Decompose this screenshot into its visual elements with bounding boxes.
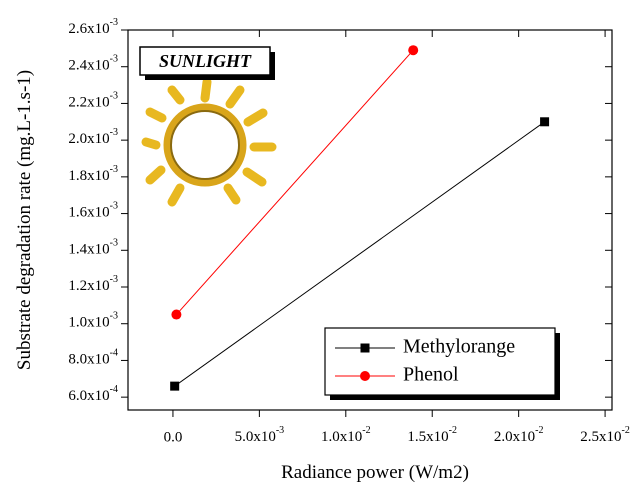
- y-tick-label: 1.8x10-3: [68, 164, 118, 184]
- marker: [408, 45, 419, 56]
- marker: [170, 381, 180, 391]
- y-tick-label: 1.4x10-3: [68, 238, 118, 258]
- marker: [540, 117, 550, 127]
- y-tick-label: 1.0x10-3: [68, 311, 118, 331]
- plot-frame: [127, 29, 613, 411]
- y-tick-label: 1.2x10-3: [68, 274, 118, 294]
- x-tick-label: 0.0: [164, 429, 183, 445]
- x-tick-label: 2.5x10-2: [580, 425, 630, 445]
- legend-label: Phenol: [403, 364, 459, 386]
- sun-icon: [141, 77, 277, 207]
- x-axis-label: Radiance power (W/m2): [281, 462, 469, 483]
- y-tick-label: 2.4x10-3: [68, 54, 118, 74]
- y-axis-label: Substrate degradation rate (mg.L-1.s-1): [14, 70, 35, 370]
- legend-marker: [360, 343, 370, 353]
- y-tick-label: 1.6x10-3: [68, 201, 118, 221]
- x-tick-label: 2.0x10-2: [494, 425, 544, 445]
- annotation: SUNLIGHT: [159, 51, 252, 71]
- legend-label: Methylorange: [403, 336, 515, 358]
- series-line: [176, 49, 414, 315]
- x-tick-label: 5.0x10-3: [235, 425, 285, 445]
- x-tick-label: 1.0x10-2: [321, 425, 371, 445]
- annotation-box: [139, 46, 271, 76]
- y-tick-label: 2.6x10-3: [68, 17, 118, 37]
- y-tick-label: 6.0x10-4: [68, 384, 118, 404]
- legend-marker: [360, 371, 370, 381]
- y-tick-label: 2.2x10-3: [68, 91, 118, 111]
- x-tick-label: 1.5x10-2: [407, 425, 457, 445]
- legend-box: [324, 327, 556, 396]
- y-tick-label: 2.0x10-3: [68, 127, 118, 147]
- y-tick-label: 8.0x10-4: [68, 348, 118, 368]
- marker: [171, 309, 182, 320]
- series-line: [174, 121, 545, 387]
